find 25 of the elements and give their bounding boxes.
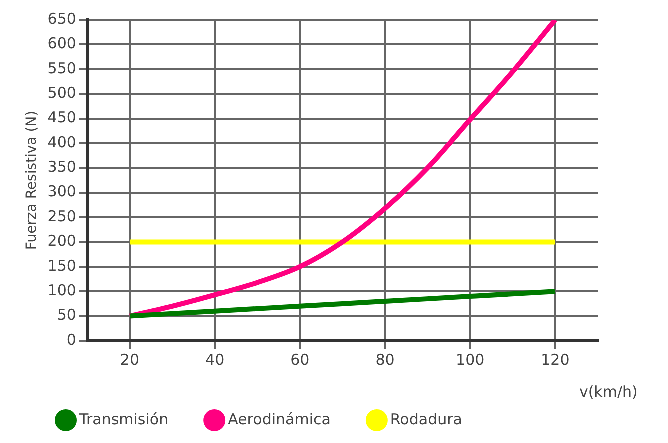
x-axis-title: v(km/h) <box>579 382 638 401</box>
y-tick-label: 450 <box>48 108 76 127</box>
legend-label: Rodadura <box>390 410 462 428</box>
legend-label: Transmisión <box>78 410 169 428</box>
y-tick-label: 100 <box>48 282 76 300</box>
x-tick-label: 100 <box>456 350 485 369</box>
y-tick-label: 200 <box>48 232 76 250</box>
x-tick-label: 80 <box>376 350 395 369</box>
x-tick-label: 120 <box>541 350 570 369</box>
y-tick-label: 600 <box>48 34 76 53</box>
y-tick-label: 150 <box>48 256 76 275</box>
y-tick-label: 500 <box>48 84 76 102</box>
legend-label: Aerodinámica <box>228 410 331 428</box>
y-tick-label: 350 <box>48 158 76 176</box>
y-tick-label: 400 <box>48 133 76 152</box>
y-tick-label: 550 <box>48 59 76 78</box>
y-tick-label: 50 <box>57 306 76 324</box>
y-axis-title: Fuerza Resistiva (N) <box>24 110 40 250</box>
x-tick-label: 60 <box>290 350 310 369</box>
y-tick-label: 300 <box>48 182 76 201</box>
x-tick-label: 40 <box>206 350 225 369</box>
y-tick-label: 650 <box>48 10 76 28</box>
x-tick-label: 20 <box>120 350 140 369</box>
y-tick-label: 250 <box>48 207 76 226</box>
y-tick-label: 0 <box>66 330 76 349</box>
